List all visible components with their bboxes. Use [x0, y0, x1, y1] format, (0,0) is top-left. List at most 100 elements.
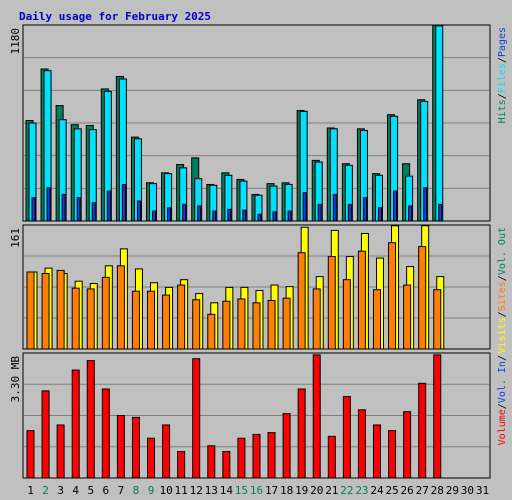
volume-bar	[71, 369, 80, 479]
volume-bar	[297, 388, 306, 479]
day-label: 9	[148, 484, 155, 497]
sites-bar	[312, 288, 321, 350]
volume-bar	[312, 354, 321, 479]
pages-bar	[257, 213, 262, 222]
volume-bar	[327, 435, 336, 479]
volume-bar	[267, 432, 276, 479]
day-label: 29	[446, 484, 459, 497]
sites-bar	[282, 297, 291, 350]
pages-bar	[152, 210, 157, 222]
sites-bar	[418, 246, 427, 350]
volume-bar	[162, 424, 171, 479]
volume-bar	[86, 360, 95, 479]
day-label: 4	[72, 484, 79, 497]
day-label: 31	[476, 484, 489, 497]
sites-bar	[26, 271, 35, 350]
sites-bar	[207, 313, 216, 350]
legend-entry: /	[497, 311, 508, 317]
day-label: 3	[57, 484, 64, 497]
day-label: 5	[87, 484, 94, 497]
pages-bar	[46, 187, 51, 222]
day-label: 26	[401, 484, 414, 497]
sites-bar	[71, 287, 80, 350]
pages-bar	[393, 190, 398, 222]
sites-bar	[357, 250, 366, 350]
chart-bars	[25, 24, 445, 479]
pages-bar	[167, 207, 172, 222]
pages-bar	[91, 202, 96, 222]
volume-bar	[418, 382, 427, 479]
volume-bar	[282, 413, 291, 479]
legend-entry: /	[497, 355, 508, 361]
day-label: 17	[265, 484, 278, 497]
pages-bar	[272, 211, 277, 222]
chart-title: Daily usage for February 2025	[19, 10, 211, 23]
pages-bar	[332, 193, 337, 222]
pages-bar	[242, 209, 247, 222]
volume-bar	[433, 354, 442, 479]
day-label: 25	[385, 484, 398, 497]
sites-bar	[252, 302, 261, 350]
sites-bar	[222, 300, 231, 350]
pages-bar	[287, 210, 292, 222]
day-label: 23	[355, 484, 368, 497]
volume-bar	[147, 437, 156, 479]
sites-bar	[177, 284, 186, 350]
sites-bar	[101, 276, 110, 350]
pages-bar	[227, 208, 232, 222]
day-label: 1	[27, 484, 34, 497]
pages-bar	[31, 197, 36, 222]
day-label: 16	[250, 484, 263, 497]
pages-bar	[136, 200, 141, 222]
sites-bar	[192, 299, 201, 350]
day-label: 11	[175, 484, 188, 497]
day-label: 12	[190, 484, 203, 497]
day-label: 21	[325, 484, 338, 497]
legend-entry: /	[497, 403, 508, 409]
sites-bar	[41, 273, 50, 350]
legend-top: Hits/Files/Pages	[497, 27, 508, 123]
volume-bar	[101, 388, 110, 479]
volume-bar	[207, 445, 216, 479]
day-label: 20	[310, 484, 323, 497]
pages-bar	[377, 207, 382, 222]
pages-bar	[408, 205, 413, 222]
pages-bar	[197, 205, 202, 222]
day-label: 8	[133, 484, 140, 497]
x-axis-day-labels: 1 2 3 4 5 6 7 8 9 10 11 12 13 14 15 16 17 18 19 20 21 22 23 24 2…	[27, 484, 489, 497]
volume-bar	[388, 430, 397, 479]
legend-entry: Pages	[497, 27, 508, 57]
pages-bar	[423, 187, 428, 222]
volume-bar	[26, 430, 35, 479]
legend-entry: Sites	[497, 281, 508, 311]
pages-bar	[76, 197, 81, 222]
pages-bar	[438, 203, 443, 222]
day-label: 6	[103, 484, 110, 497]
day-label: 27	[416, 484, 429, 497]
sites-bar	[388, 242, 397, 350]
pages-bar	[347, 203, 352, 222]
sites-bar	[162, 294, 171, 350]
sites-bar	[372, 289, 381, 350]
pages-bar	[212, 210, 217, 222]
legend-entry: Vol. In	[497, 361, 508, 403]
sites-bar	[267, 299, 276, 350]
legend-entry: Vol. Out	[497, 227, 508, 275]
day-label: 15	[235, 484, 248, 497]
sites-bar	[131, 290, 140, 350]
sites-bar	[86, 288, 95, 350]
sites-bar	[327, 256, 336, 350]
volume-bar	[222, 450, 231, 479]
pages-bar	[362, 197, 367, 222]
legend-entry: Files	[497, 63, 508, 93]
pages-bar	[182, 203, 187, 222]
volume-bar	[252, 433, 261, 479]
day-label: 28	[431, 484, 444, 497]
volume-bar	[131, 416, 140, 479]
volume-bar	[372, 424, 381, 479]
day-label: 14	[220, 484, 234, 497]
sites-bar	[237, 298, 246, 350]
legend-entry: Hits	[497, 99, 508, 123]
volume-bar	[116, 415, 125, 479]
